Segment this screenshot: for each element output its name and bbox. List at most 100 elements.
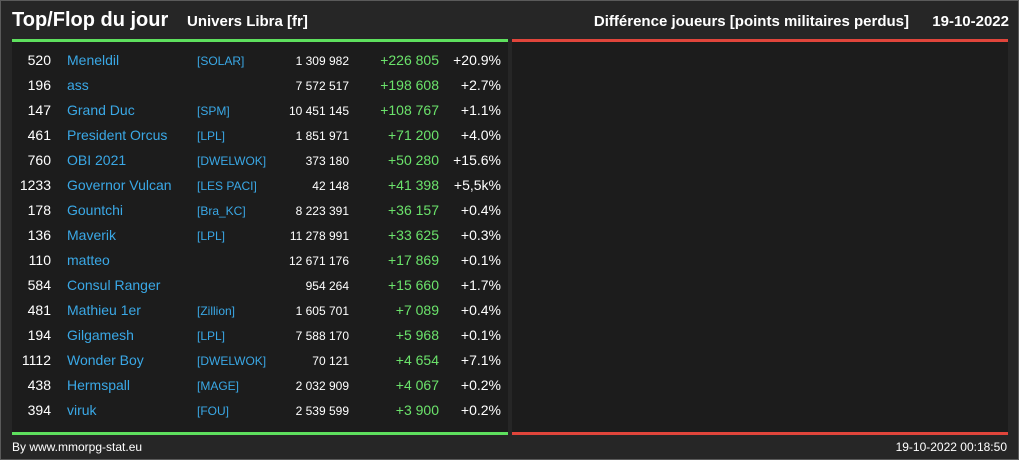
- alliance-tag-link[interactable]: [FOU]: [197, 404, 229, 418]
- player-points: 2 032 909: [295, 379, 349, 393]
- points-difference: +33 625: [388, 227, 439, 243]
- player-points: 8 223 391: [295, 204, 349, 218]
- flop-players-panel: [512, 39, 1008, 435]
- percent-change: +0.4%: [460, 202, 501, 218]
- table-row: 110 matteo 12 671 176 +17 869 +0.1%: [12, 248, 508, 273]
- player-name-link[interactable]: Meneldil: [67, 52, 120, 68]
- player-points: 7 588 170: [295, 329, 349, 343]
- points-difference: +3 900: [395, 402, 439, 418]
- player-rank: 194: [27, 327, 51, 343]
- points-difference: +5 968: [395, 327, 439, 343]
- player-rank: 110: [28, 252, 51, 268]
- player-points: 7 572 517: [295, 79, 349, 93]
- player-name-link[interactable]: President Orcus: [67, 127, 168, 143]
- table-row: 196 ass 7 572 517 +198 608 +2.7%: [12, 73, 508, 98]
- player-rank: 438: [27, 377, 51, 393]
- top-players-panel: 520 Meneldil [SOLAR] 1 309 982 +226 805 +20.9…: [12, 39, 508, 435]
- table-row: 520 Meneldil [SOLAR] 1 309 982 +226 805 +20.9…: [12, 48, 508, 73]
- points-difference: +71 200: [388, 127, 439, 143]
- table-row: 147 Grand Duc [SPM] 10 451 145 +108 767 +1.1%: [12, 98, 508, 123]
- percent-change: +20.9%: [453, 52, 501, 68]
- table-row: 1112 Wonder Boy [DWELWOK] 70 121 +4 654 +7.1%: [12, 348, 508, 373]
- percent-change: +0.1%: [460, 252, 501, 268]
- player-name-link[interactable]: Gilgamesh: [67, 327, 134, 343]
- table-row: 1233 Governor Vulcan [LES PACI] 42 148 +41 3…: [12, 173, 508, 198]
- percent-change: +2.7%: [460, 77, 501, 93]
- player-name-link[interactable]: OBI 2021: [67, 152, 127, 168]
- player-name-link[interactable]: Governor Vulcan: [67, 177, 172, 193]
- alliance-tag-link[interactable]: [Bra_KC]: [197, 204, 246, 218]
- points-difference: +198 608: [380, 77, 439, 93]
- percent-change: +4.0%: [460, 127, 501, 143]
- points-difference: +108 767: [380, 102, 439, 118]
- points-difference: +4 067: [395, 377, 439, 393]
- player-points: 11 278 991: [289, 229, 349, 243]
- points-difference: +15 660: [388, 277, 439, 293]
- table-row: 584 Consul Ranger 954 264 +15 660 +1.7%: [12, 273, 508, 298]
- table-row: 394 viruk [FOU] 2 539 599 +3 900 +0.2%: [12, 398, 508, 423]
- table-row: 438 Hermspall [MAGE] 2 032 909 +4 067 +0.2%: [12, 373, 508, 398]
- alliance-tag-link[interactable]: [DWELWOK]: [197, 354, 267, 368]
- alliance-tag-link[interactable]: [SPM]: [197, 104, 230, 118]
- percent-change: +0.2%: [460, 377, 501, 393]
- points-difference: +7 089: [395, 302, 439, 318]
- player-rank: 461: [27, 127, 51, 143]
- player-name-link[interactable]: Maverik: [67, 227, 117, 243]
- player-points: 1 309 982: [295, 54, 349, 68]
- player-name-link[interactable]: Mathieu 1er: [67, 302, 141, 318]
- table-row: 178 Gountchi [Bra_KC] 8 223 391 +36 157 +0.4%: [12, 198, 508, 223]
- header: Top/Flop du jour Univers Libra [fr] Diff…: [1, 1, 1018, 39]
- alliance-tag-link[interactable]: [LPL]: [197, 229, 226, 243]
- alliance-tag-link[interactable]: [SOLAR]: [197, 54, 245, 68]
- points-difference: +50 280: [388, 152, 439, 168]
- alliance-tag-link[interactable]: [LPL]: [197, 129, 226, 143]
- player-name-link[interactable]: Gountchi: [67, 202, 124, 218]
- points-difference: +36 157: [388, 202, 439, 218]
- percent-change: +15.6%: [453, 152, 501, 168]
- player-name-link[interactable]: Grand Duc: [67, 102, 135, 118]
- player-rank: 520: [27, 52, 51, 68]
- player-name-link[interactable]: ass: [67, 77, 89, 93]
- table-row: 194 Gilgamesh [LPL] 7 588 170 +5 968 +0.1%: [12, 323, 508, 348]
- player-rank: 178: [27, 202, 51, 218]
- points-difference: +226 805: [380, 52, 439, 68]
- player-name-link[interactable]: matteo: [67, 252, 110, 268]
- alliance-tag-link[interactable]: [LPL]: [197, 329, 226, 343]
- alliance-tag-link[interactable]: [MAGE]: [197, 379, 240, 393]
- alliance-tag-link[interactable]: [DWELWOK]: [197, 154, 267, 168]
- player-points: 1 605 701: [295, 304, 349, 318]
- percent-change: +1.7%: [460, 277, 501, 293]
- points-difference: +4 654: [395, 352, 439, 368]
- generated-timestamp: 19-10-2022 00:18:50: [895, 440, 1007, 454]
- points-difference: +17 869: [388, 252, 439, 268]
- points-difference: +41 398: [388, 177, 439, 193]
- alliance-tag-link[interactable]: [LES PACI]: [197, 179, 257, 193]
- player-rank: 147: [27, 102, 51, 118]
- metric-label: Différence joueurs [points militaires pe…: [593, 13, 909, 30]
- player-points: 2 539 599: [295, 404, 349, 418]
- player-rank: 196: [27, 77, 51, 93]
- table-row: 136 Maverik [LPL] 11 278 991 +33 625 +0.3%: [12, 223, 508, 248]
- alliance-tag-link[interactable]: [Zillion]: [197, 304, 236, 318]
- player-rank: 584: [27, 277, 51, 293]
- player-name-link[interactable]: viruk: [67, 402, 97, 418]
- player-points: 954 264: [305, 279, 349, 293]
- player-points: 1 851 971: [295, 129, 349, 143]
- player-name-link[interactable]: Wonder Boy: [67, 352, 144, 368]
- percent-change: +0.2%: [460, 402, 501, 418]
- percent-change: +0.3%: [460, 227, 501, 243]
- player-rank: 1233: [19, 177, 51, 193]
- player-points: 70 121: [312, 354, 349, 368]
- player-rank: 481: [27, 302, 51, 318]
- percent-change: +0.4%: [460, 302, 501, 318]
- site-credit[interactable]: By www.mmorpg-stat.eu: [12, 440, 143, 454]
- player-name-link[interactable]: Consul Ranger: [67, 277, 161, 293]
- player-name-link[interactable]: Hermspall: [67, 377, 131, 393]
- player-rank: 760: [27, 152, 51, 168]
- percent-change: +5,5k%: [453, 177, 501, 193]
- percent-change: +1.1%: [460, 102, 501, 118]
- page-title: Top/Flop du jour: [12, 9, 169, 31]
- table-row: 461 President Orcus [LPL] 1 851 971 +71 200 +…: [12, 123, 508, 148]
- player-rank: 1112: [21, 352, 51, 368]
- table-row: 760 OBI 2021 [DWELWOK] 373 180 +50 280 +15.6%: [12, 148, 508, 173]
